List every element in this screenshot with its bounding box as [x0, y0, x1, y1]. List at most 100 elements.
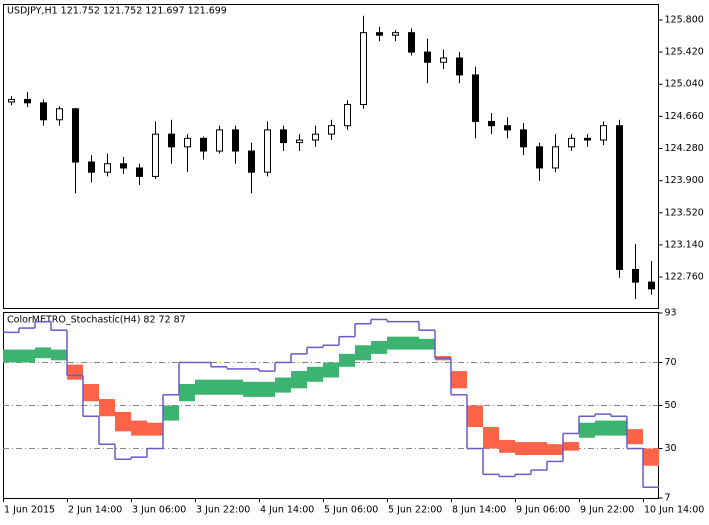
- x-tick-label: 3 Jun 06:00: [132, 505, 186, 516]
- x-tick-label: 5 Jun 06:00: [324, 505, 378, 516]
- band-segment: [259, 381, 275, 397]
- band-segment: [323, 362, 339, 378]
- x-tick-label: 8 Jun 14:00: [452, 505, 506, 516]
- band-segment: [19, 349, 35, 363]
- y-tick-label: 125.040: [665, 79, 704, 90]
- chart-title: USDJPY,H1 121.752 121.752 121.697 121.69…: [7, 6, 227, 17]
- band-segment: [531, 442, 547, 455]
- candle-body: [424, 51, 431, 63]
- band-segment: [611, 420, 627, 436]
- candle-body: [376, 32, 383, 36]
- candle-body: [440, 57, 447, 63]
- band-segment: [515, 442, 531, 455]
- band-segment: [227, 379, 243, 395]
- candle-body: [168, 133, 175, 148]
- candle-body: [504, 125, 511, 131]
- candle-body: [216, 129, 223, 152]
- candle-body: [56, 108, 63, 121]
- candle-body: [600, 125, 607, 141]
- candle-body: [72, 108, 79, 163]
- band-segment: [579, 422, 595, 438]
- band-segment: [131, 420, 147, 436]
- candle-body: [408, 32, 415, 53]
- candle-body: [344, 104, 351, 127]
- x-tick-label: 3 Jun 22:00: [196, 505, 250, 516]
- candle-body: [8, 98, 15, 103]
- candle-body: [328, 125, 335, 135]
- y-tick-label: 123.900: [665, 175, 704, 186]
- x-tick-label: 2 Jun 14:00: [68, 505, 122, 516]
- band-segment: [179, 383, 195, 402]
- y-tick-label: 93: [665, 308, 677, 319]
- candle-body: [104, 163, 111, 173]
- candle-body: [296, 139, 303, 144]
- band-segment: [3, 349, 19, 363]
- y-tick-label: 125.420: [665, 47, 704, 58]
- candle-body: [552, 146, 559, 169]
- band-segment: [339, 353, 355, 367]
- y-tick-label: 70: [665, 357, 677, 368]
- band-segment: [115, 411, 131, 432]
- x-tick-label: 5 Jun 22:00: [388, 505, 442, 516]
- candle-body: [472, 74, 479, 122]
- band-segment: [83, 383, 99, 402]
- price-panel: [3, 4, 659, 309]
- band-segment: [451, 371, 467, 389]
- candle-body: [200, 137, 207, 152]
- candle-body: [184, 137, 191, 148]
- candle-body: [88, 161, 95, 173]
- y-tick-label: 123.140: [665, 239, 704, 250]
- x-tick-label: 9 Jun 06:00: [516, 505, 570, 516]
- y-tick-label: 124.280: [665, 143, 704, 154]
- candle-body: [536, 146, 543, 169]
- band-segment: [371, 340, 387, 354]
- band-segment: [643, 448, 659, 466]
- band-segment: [35, 347, 51, 359]
- candle-body: [24, 98, 31, 104]
- y-tick-label: 30: [665, 443, 677, 454]
- y-tick-label: 122.760: [665, 272, 704, 283]
- band-segment: [563, 442, 579, 451]
- y-tick-label: 124.660: [665, 111, 704, 122]
- band-segment: [195, 379, 211, 395]
- band-segment: [387, 336, 403, 350]
- candle-body: [360, 32, 367, 106]
- candle-body: [232, 129, 239, 152]
- candle-body: [648, 281, 655, 290]
- band-segment: [163, 405, 179, 421]
- x-tick-label: 1 Jun 2015: [4, 505, 55, 516]
- indicator-title: ColorMETRO_Stochastic(H4) 82 72 87: [7, 315, 186, 326]
- candle-body: [248, 150, 255, 173]
- band-segment: [627, 429, 643, 445]
- candle-body: [488, 120, 495, 127]
- band-segment: [243, 381, 259, 397]
- x-tick-label: 10 Jun 14:00: [644, 505, 704, 516]
- band-segment: [547, 444, 563, 455]
- x-tick-label: 9 Jun 22:00: [580, 505, 634, 516]
- band-segment: [275, 377, 291, 393]
- band-segment: [355, 345, 371, 361]
- candle-body: [632, 268, 639, 283]
- band-segment: [99, 399, 115, 417]
- candle-body: [584, 137, 591, 141]
- band-segment: [419, 338, 435, 350]
- band-segment: [403, 336, 419, 350]
- y-tick-label: 7: [665, 493, 671, 504]
- candle-body: [152, 133, 159, 177]
- candle-body: [456, 57, 463, 76]
- band-segment: [51, 349, 67, 361]
- candle-body: [280, 129, 287, 144]
- candle-body: [120, 163, 127, 169]
- y-tick-label: 125.800: [665, 14, 704, 25]
- candle-body: [264, 129, 271, 173]
- band-segment: [467, 405, 483, 428]
- candle-body: [40, 102, 47, 121]
- candle-body: [392, 32, 399, 36]
- candle-body: [136, 167, 143, 177]
- candle-body: [616, 125, 623, 270]
- x-tick-label: 4 Jun 14:00: [260, 505, 314, 516]
- band-segment: [307, 366, 323, 382]
- band-segment: [147, 422, 163, 436]
- candle-body: [312, 133, 319, 141]
